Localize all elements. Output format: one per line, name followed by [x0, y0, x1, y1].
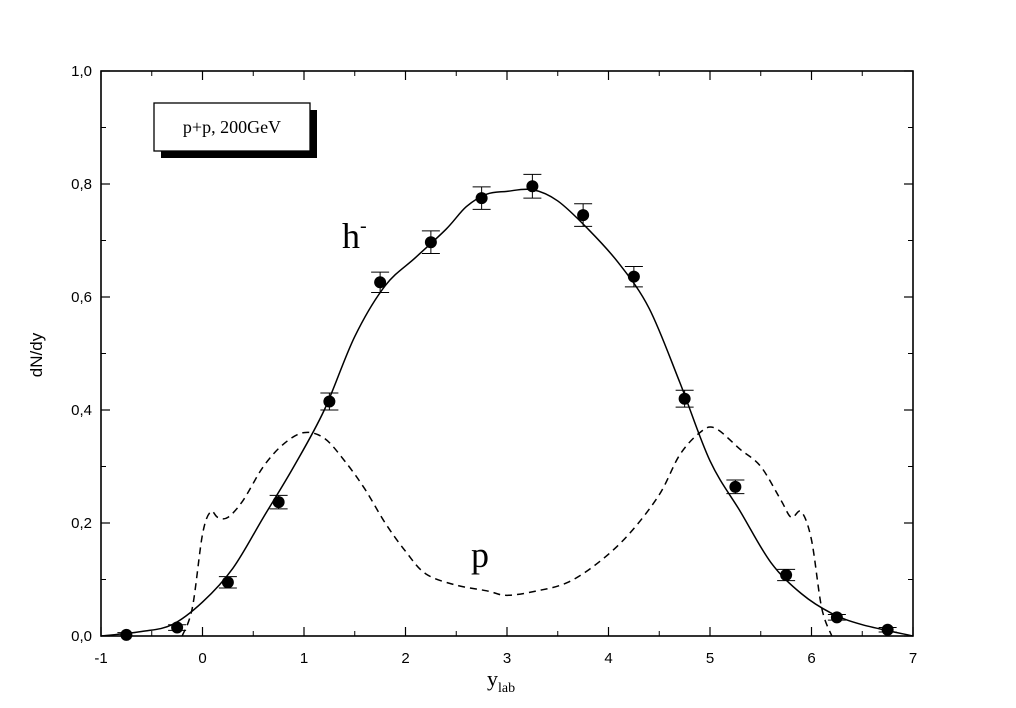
data-marker — [475, 192, 488, 205]
data-point — [371, 271, 390, 293]
data-marker — [830, 611, 843, 624]
x-tick-label: 1 — [300, 650, 308, 667]
data-point — [675, 389, 694, 408]
proton-dashed-curve — [181, 426, 833, 637]
h-minus-solid-curve — [100, 188, 914, 637]
data-point — [523, 173, 542, 199]
y-tick-label: 0,2 — [71, 515, 92, 532]
data-marker — [272, 496, 285, 509]
data-marker — [780, 568, 793, 581]
data-marker — [424, 236, 437, 249]
y-tick-label: 0,8 — [71, 176, 92, 193]
data-point — [421, 230, 440, 254]
data-point — [269, 494, 288, 510]
data-marker — [171, 621, 184, 634]
annotation-h-superscript: - — [360, 215, 367, 237]
x-tick-label: 7 — [909, 650, 917, 667]
axes-layer: -1 0 1 2 3 4 5 6 7 0,0 0,2 0,4 0,6 0,8 1,0 — [71, 63, 917, 667]
x-tick-label: 6 — [807, 650, 815, 667]
data-point — [117, 628, 136, 641]
x-tick-label: 5 — [706, 650, 714, 667]
data-marker — [526, 180, 539, 193]
data-point — [168, 621, 187, 634]
annotation-h-minus: h- — [342, 215, 367, 256]
x-tick-label: 3 — [503, 650, 511, 667]
data-marker — [120, 628, 133, 641]
y-axis-title: dN/dy — [27, 332, 46, 377]
x-axis-title: ylab — [487, 666, 515, 696]
data-marker — [221, 576, 234, 589]
data-marker — [627, 270, 640, 283]
legend-box-text: p+p, 200GeV — [183, 117, 281, 137]
data-point — [624, 265, 643, 288]
data-points-layer — [117, 173, 897, 641]
data-marker — [374, 276, 387, 289]
y-tick-label: 0,0 — [71, 628, 92, 645]
data-marker — [881, 623, 894, 636]
x-tick-label: 0 — [198, 650, 206, 667]
data-marker — [323, 395, 336, 408]
data-point — [878, 623, 897, 636]
data-point — [777, 568, 796, 582]
y-tick-label: 0,6 — [71, 289, 92, 306]
y-tick-label: 0,4 — [71, 402, 92, 419]
data-point — [827, 611, 846, 624]
data-point — [574, 203, 593, 227]
data-marker — [678, 392, 691, 405]
annotation-h-text: h — [342, 216, 360, 256]
data-point — [218, 576, 237, 589]
legend-box: p+p, 200GeV — [153, 102, 317, 158]
data-point — [472, 186, 491, 210]
x-axis-title-main: y — [487, 666, 498, 691]
data-point — [726, 479, 745, 495]
legend-box-frame — [153, 102, 311, 152]
x-tick-label: -1 — [94, 650, 107, 667]
curves-layer — [100, 188, 914, 637]
x-tick-label: 2 — [401, 650, 409, 667]
x-tick-label: 4 — [604, 650, 612, 667]
data-point — [320, 392, 339, 411]
data-marker — [729, 480, 742, 493]
y-tick-label: 1,0 — [71, 63, 92, 80]
data-marker — [577, 209, 590, 222]
x-axis-title-sub: lab — [498, 681, 515, 696]
annotation-p: p — [471, 535, 489, 575]
